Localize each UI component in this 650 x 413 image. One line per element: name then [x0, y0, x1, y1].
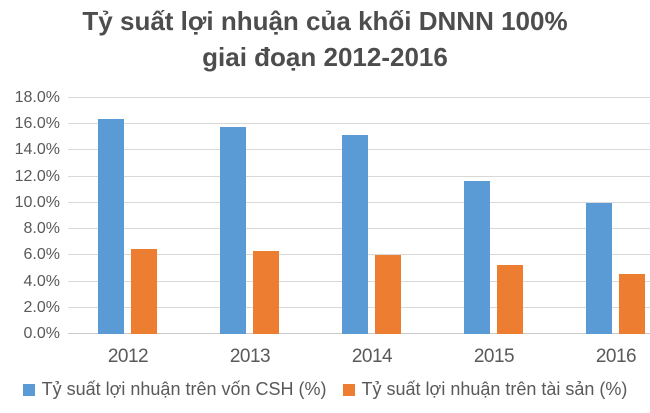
- bar-2013-series2: [253, 251, 279, 334]
- bar-2012-series2: [131, 248, 157, 334]
- bar-2012-series1: [98, 118, 124, 334]
- legend-label: Tỷ suất lợi nhuận trên tài sản (%): [361, 379, 628, 399]
- x-tick-label-2013: 2013: [229, 346, 271, 367]
- x-tick-label-2016: 2016: [595, 346, 637, 367]
- bar-2014-series2: [375, 255, 401, 334]
- bar-2013-series1: [220, 126, 246, 334]
- legend-item-1: Tỷ suất lợi nhuận trên vốn CSH (%): [22, 379, 327, 400]
- legend: Tỷ suất lợi nhuận trên vốn CSH (%) Tỷ suấ…: [0, 379, 650, 400]
- chart-title-line-2: giai đoạn 2012-2016: [202, 42, 448, 72]
- x-tick-label-2012: 2012: [107, 346, 149, 367]
- y-tick-label: 10.0%: [14, 193, 60, 211]
- bar-2015-series1: [464, 180, 490, 334]
- legend-swatch-icon: [22, 383, 35, 396]
- bar-2016-series2: [619, 273, 645, 334]
- y-tick-label: 6.0%: [23, 246, 60, 264]
- legend-item-2: Tỷ suất lợi nhuận trên tài sản (%): [342, 379, 628, 400]
- y-tick-label: 8.0%: [23, 220, 60, 238]
- chart-title: Tỷ suất lợi nhuận của khối DNNN 100% gia…: [0, 3, 650, 75]
- bar-2015-series2: [497, 264, 523, 334]
- legend-swatch-icon: [342, 383, 355, 396]
- y-tick-label: 0.0%: [23, 325, 60, 342]
- x-tick-label-2015: 2015: [473, 346, 515, 367]
- x-tick-label-2014: 2014: [351, 346, 393, 367]
- y-tick-label: 2.0%: [23, 298, 60, 316]
- y-tick-label: 14.0%: [14, 141, 60, 159]
- bar-2016-series1: [586, 202, 612, 334]
- y-tick-label: 18.0%: [14, 89, 60, 106]
- y-tick-label: 4.0%: [23, 272, 60, 290]
- legend-label: Tỷ suất lợi nhuận trên vốn CSH (%): [41, 379, 327, 399]
- gridline: [68, 97, 650, 98]
- gridline: [68, 123, 650, 125]
- y-tick-label: 12.0%: [14, 167, 60, 185]
- y-tick-label: 16.0%: [14, 115, 60, 133]
- plot-area: [68, 97, 650, 334]
- chart-title-line-1: Tỷ suất lợi nhuận của khối DNNN 100%: [82, 6, 568, 36]
- bar-2014-series1: [342, 134, 368, 334]
